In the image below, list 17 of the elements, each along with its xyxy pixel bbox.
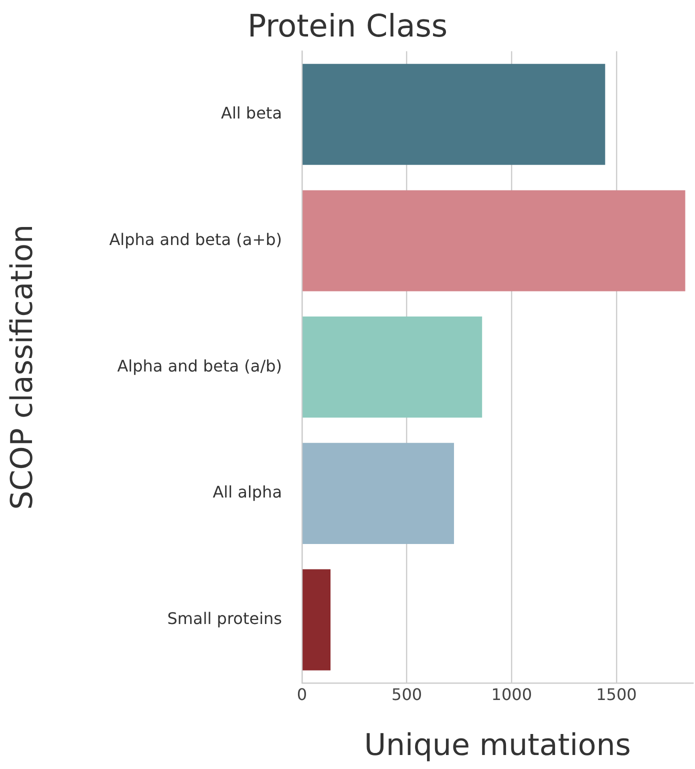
bar (302, 569, 331, 670)
x-axis-title: Unique mutations (364, 728, 631, 763)
x-tick-label: 500 (392, 684, 422, 704)
y-tick-label: Alpha and beta (a+b) (109, 230, 282, 249)
y-tick-label: Small proteins (167, 608, 282, 628)
bar (302, 316, 482, 418)
bar (302, 190, 686, 292)
y-tick-label: Alpha and beta (a/b) (117, 356, 282, 376)
x-tick-label: 0 (296, 684, 308, 704)
y-tick-label: All beta (221, 104, 282, 123)
x-tick-label: 1500 (596, 684, 637, 704)
y-tick-label: All alpha (212, 482, 282, 502)
x-tick-label: 1000 (491, 684, 532, 704)
chart-title: Protein Class (247, 8, 448, 45)
bar (302, 64, 606, 165)
y-axis-title: SCOP classification (4, 224, 40, 510)
bar (302, 442, 454, 544)
